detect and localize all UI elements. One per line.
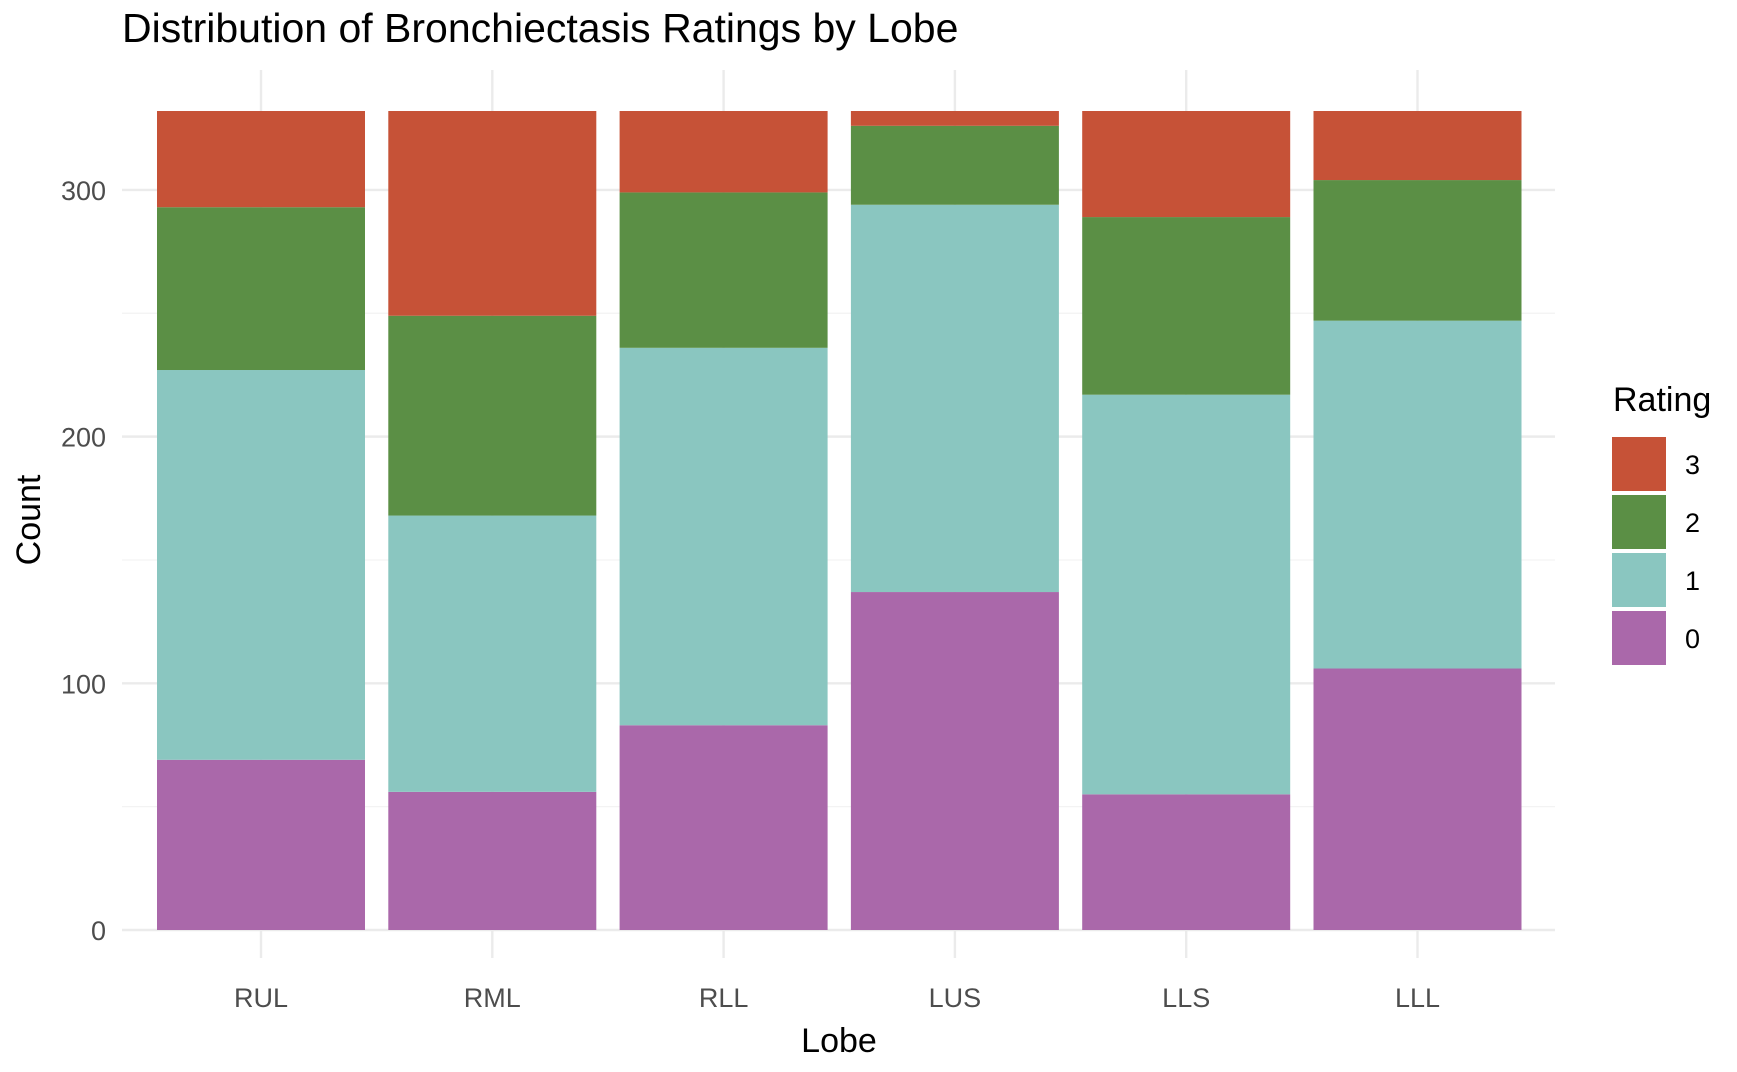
bar-segment-rll-rating-3 — [619, 111, 828, 193]
bar-segment-rll-rating-2 — [619, 192, 828, 348]
y-tick-label: 100 — [61, 669, 106, 699]
legend: Rating 3 2 1 0 — [1612, 381, 1711, 665]
bar-segment-rml-rating-0 — [388, 791, 597, 930]
bar-segment-lls-rating-3 — [1082, 111, 1291, 218]
x-tick-label: RUL — [234, 983, 288, 1013]
bar-segment-lls-rating-1 — [1082, 394, 1291, 795]
y-tick-label: 200 — [61, 423, 106, 453]
bar-segment-rul-rating-2 — [157, 207, 365, 371]
bar-segment-lll-rating-1 — [1313, 320, 1522, 669]
x-tick-label: LLL — [1395, 983, 1440, 1013]
x-tick-label: RLL — [699, 983, 749, 1013]
legend-items: 3 2 1 0 — [1612, 437, 1700, 665]
bar-segment-rll-rating-0 — [619, 725, 828, 930]
y-axis-ticks: 0 100 200 300 — [61, 176, 106, 946]
bar-segment-rml-rating-3 — [388, 111, 597, 316]
legend-label: 1 — [1685, 566, 1700, 596]
bar-segment-lus-rating-2 — [850, 125, 1059, 205]
bar-segment-lus-rating-1 — [850, 204, 1059, 593]
legend-key-0 — [1612, 611, 1666, 665]
x-tick-label: LUS — [929, 983, 982, 1013]
x-tick-label: LLS — [1162, 983, 1210, 1013]
x-axis-title: Lobe — [801, 1022, 877, 1060]
y-tick-label: 0 — [91, 916, 106, 946]
bar-segment-lll-rating-0 — [1313, 668, 1522, 930]
legend-label: 3 — [1685, 450, 1700, 480]
chart-title: Distribution of Bronchiectasis Ratings b… — [122, 5, 958, 51]
bar-segment-lll-rating-2 — [1313, 180, 1522, 321]
bar-segment-rll-rating-1 — [619, 347, 828, 726]
legend-label: 0 — [1685, 624, 1700, 654]
legend-key-1 — [1612, 553, 1666, 607]
bar-segment-rul-rating-3 — [157, 111, 365, 208]
bars — [157, 111, 1522, 930]
bar-segment-lll-rating-3 — [1313, 111, 1522, 181]
bar-segment-rul-rating-0 — [157, 759, 365, 930]
y-axis-title: Count — [10, 474, 48, 565]
bar-segment-rul-rating-1 — [157, 370, 365, 760]
bar-segment-rml-rating-1 — [388, 515, 597, 792]
legend-key-2 — [1612, 495, 1666, 549]
bar-segment-lls-rating-2 — [1082, 217, 1291, 395]
legend-title: Rating — [1613, 381, 1711, 419]
legend-label: 2 — [1685, 508, 1700, 538]
bar-segment-rml-rating-2 — [388, 315, 597, 516]
bar-segment-lls-rating-0 — [1082, 794, 1291, 930]
bar-segment-lus-rating-0 — [850, 592, 1059, 930]
y-tick-label: 300 — [61, 176, 106, 206]
bar-segment-lus-rating-3 — [850, 111, 1059, 126]
x-axis-ticks: RUL RML RLL LUS LLS LLL — [234, 983, 1440, 1013]
x-tick-label: RML — [464, 983, 521, 1013]
legend-key-3 — [1612, 437, 1666, 491]
